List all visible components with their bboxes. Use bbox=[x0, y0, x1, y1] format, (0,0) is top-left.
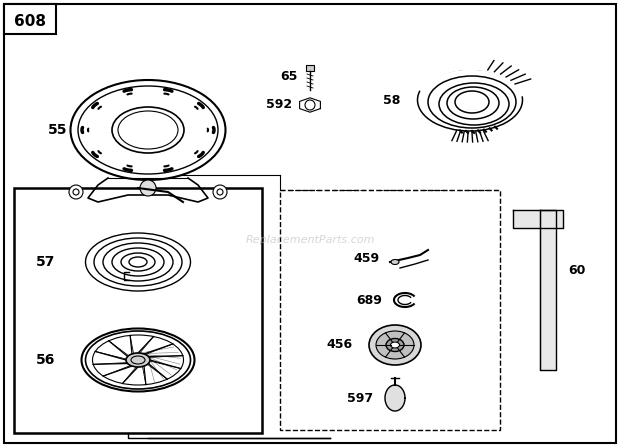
Text: 57: 57 bbox=[35, 255, 55, 269]
Circle shape bbox=[140, 180, 156, 196]
Ellipse shape bbox=[118, 111, 178, 149]
Text: 608: 608 bbox=[14, 13, 46, 29]
Bar bbox=[14, 188, 262, 433]
Bar bbox=[4, 4, 56, 34]
Text: 65: 65 bbox=[281, 69, 298, 83]
Text: 60: 60 bbox=[568, 263, 585, 277]
Text: 56: 56 bbox=[35, 353, 55, 367]
Text: 592: 592 bbox=[266, 98, 292, 111]
Polygon shape bbox=[385, 385, 405, 411]
Text: 58: 58 bbox=[383, 93, 400, 106]
Polygon shape bbox=[513, 210, 563, 228]
Ellipse shape bbox=[369, 325, 421, 365]
Polygon shape bbox=[299, 98, 321, 112]
Ellipse shape bbox=[78, 86, 218, 174]
Ellipse shape bbox=[391, 260, 399, 265]
Text: 55: 55 bbox=[48, 123, 67, 137]
Ellipse shape bbox=[112, 107, 184, 153]
Ellipse shape bbox=[126, 353, 150, 367]
Bar bbox=[306, 65, 314, 71]
Ellipse shape bbox=[386, 338, 404, 351]
Circle shape bbox=[305, 100, 315, 110]
Circle shape bbox=[73, 189, 79, 195]
Text: 459: 459 bbox=[354, 252, 380, 265]
Ellipse shape bbox=[71, 80, 226, 180]
Ellipse shape bbox=[391, 342, 399, 348]
Text: ReplacementParts.com: ReplacementParts.com bbox=[246, 235, 374, 245]
Text: 456: 456 bbox=[327, 338, 353, 351]
Text: 597: 597 bbox=[347, 392, 373, 405]
Circle shape bbox=[69, 185, 83, 199]
Polygon shape bbox=[540, 210, 556, 370]
Ellipse shape bbox=[131, 356, 145, 364]
Ellipse shape bbox=[81, 329, 195, 392]
Bar bbox=[280, 190, 500, 430]
Ellipse shape bbox=[92, 335, 184, 385]
Circle shape bbox=[217, 189, 223, 195]
Ellipse shape bbox=[376, 331, 414, 359]
Circle shape bbox=[213, 185, 227, 199]
Text: 689: 689 bbox=[356, 294, 382, 307]
Ellipse shape bbox=[86, 331, 190, 389]
